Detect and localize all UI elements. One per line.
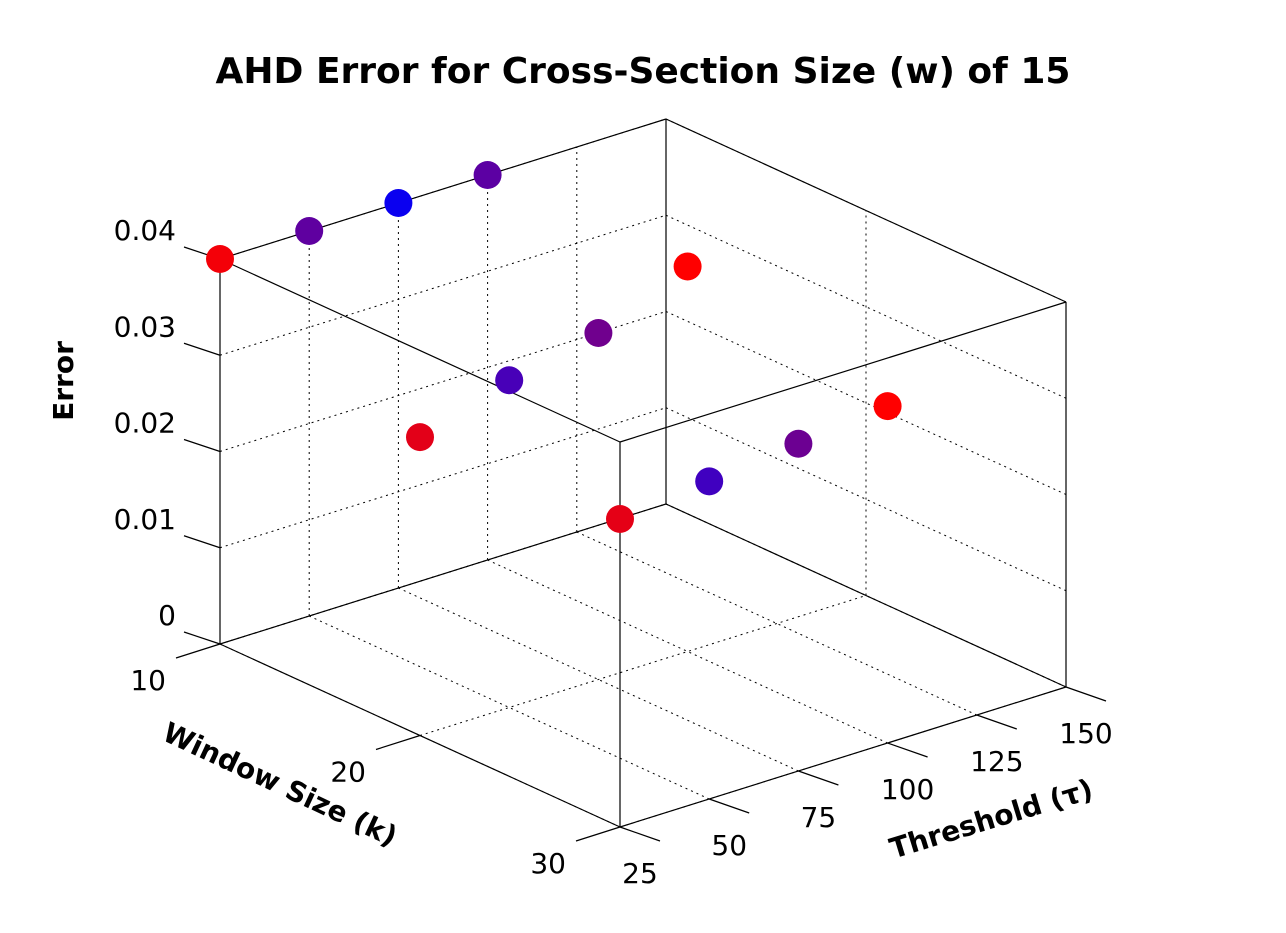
window-tick-label: 30 — [530, 847, 566, 880]
threshold-tick — [976, 714, 1017, 730]
error-tick — [183, 438, 221, 453]
floor-grid-threshold — [487, 559, 888, 744]
threshold-tick-label: 100 — [881, 773, 934, 806]
data-point — [384, 189, 413, 217]
threshold-tick — [887, 742, 928, 758]
error-tick-label: 0.04 — [114, 214, 176, 247]
floor-grid-threshold — [576, 531, 978, 716]
z-axis-label: Error — [47, 341, 80, 421]
wall-grid-error — [665, 311, 1067, 495]
error-tick-label: 0.03 — [114, 310, 176, 343]
error-tick — [183, 535, 221, 549]
floor-grid-threshold — [308, 615, 710, 800]
data-point — [606, 505, 634, 533]
axes-box-edge — [219, 118, 667, 260]
tick-labels: 25 50 75 100 125 150 10 20 30 0 0.01 0.02 0.03 0.04 — [114, 214, 1113, 890]
axes-box-edge — [619, 301, 1067, 443]
threshold-tick — [1065, 686, 1107, 702]
window-tick — [575, 826, 621, 842]
threshold-tick — [709, 798, 750, 814]
window-tick-label: 20 — [330, 756, 366, 789]
axes-box-edge — [219, 503, 667, 645]
window-tick — [375, 734, 421, 751]
axes-box-edge — [619, 686, 1067, 828]
data-points — [206, 161, 902, 533]
chart-title: AHD Error for Cross-Section Size (w) of … — [216, 51, 1071, 92]
wall-grid-error — [665, 214, 1067, 399]
wall-grid-error — [665, 407, 1067, 592]
error-tick — [183, 631, 221, 645]
data-point — [784, 429, 813, 458]
data-point — [295, 217, 324, 245]
axes-box — [219, 118, 1067, 828]
floor-grid-threshold — [398, 587, 799, 772]
threshold-tick — [619, 826, 661, 842]
tick-marks — [175, 246, 1107, 842]
error-tick — [183, 342, 221, 356]
threshold-tick — [798, 770, 839, 786]
threshold-tick-label: 25 — [622, 857, 658, 890]
axes-box-edge — [665, 118, 1067, 303]
wall-grid-error — [219, 407, 667, 549]
window-tick — [175, 643, 221, 659]
data-point — [584, 319, 613, 347]
data-point — [873, 392, 902, 421]
threshold-tick-label: 150 — [1059, 717, 1112, 750]
data-point — [695, 467, 724, 496]
data-point — [473, 161, 502, 189]
error-tick-label: 0 — [158, 599, 176, 632]
threshold-tick-label: 75 — [801, 801, 837, 834]
data-point — [406, 423, 434, 452]
threshold-tick-label: 125 — [970, 745, 1023, 778]
threshold-tick-label: 50 — [711, 829, 747, 862]
data-point — [673, 252, 702, 281]
window-tick-label: 10 — [130, 664, 166, 697]
data-point — [206, 245, 234, 273]
error-tick-label: 0.02 — [114, 407, 176, 440]
axes-box-edge — [219, 258, 621, 443]
floor-grid-window — [419, 595, 867, 736]
axes-box-edge — [665, 503, 1067, 688]
grid-lines — [219, 118, 1067, 828]
error-tick-label: 0.01 — [114, 503, 176, 536]
data-point — [495, 366, 524, 395]
